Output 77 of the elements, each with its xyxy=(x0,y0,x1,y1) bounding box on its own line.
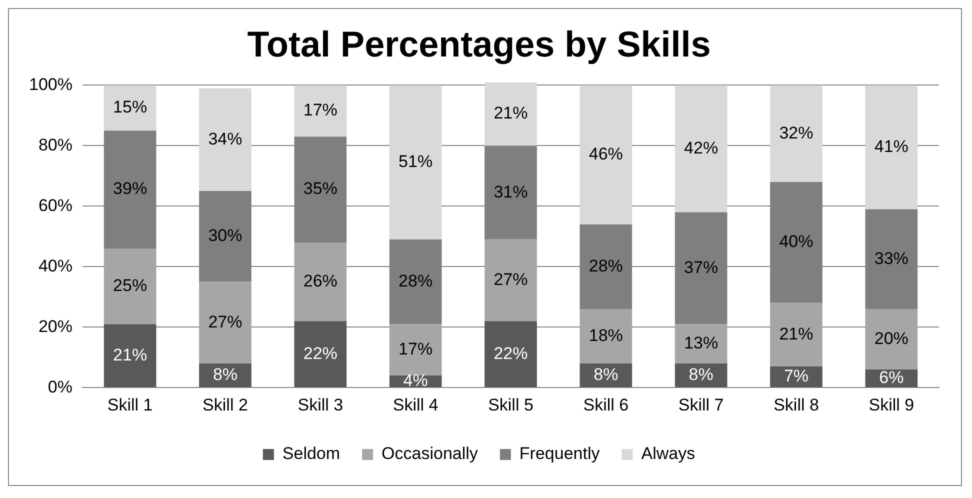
y-tick-label: 80% xyxy=(38,135,72,154)
data-label: 17% xyxy=(398,339,433,358)
bar xyxy=(770,302,822,366)
data-label: 25% xyxy=(113,276,148,295)
legend-label: Seldom xyxy=(282,444,340,464)
data-label: 15% xyxy=(113,98,148,117)
data-label: 26% xyxy=(303,271,338,290)
y-tick-label: 20% xyxy=(38,316,72,336)
x-tick-label: Skill 7 xyxy=(678,395,724,414)
data-label: 7% xyxy=(784,366,809,386)
data-label: 4% xyxy=(403,370,428,390)
bar xyxy=(104,85,156,131)
bar xyxy=(104,248,156,324)
data-label: 31% xyxy=(494,182,528,202)
legend-label: Frequently xyxy=(519,444,600,464)
x-tick-label: Skill 3 xyxy=(298,395,344,414)
data-label: 40% xyxy=(779,232,814,252)
data-label: 13% xyxy=(684,333,718,352)
y-tick-label: 100% xyxy=(28,74,72,94)
bar xyxy=(484,82,537,146)
bar xyxy=(199,282,252,364)
bar xyxy=(199,88,252,192)
data-label: 27% xyxy=(208,312,242,332)
data-label: 22% xyxy=(303,344,338,363)
chart-title: Total Percentages by Skills xyxy=(247,24,711,65)
x-tick-label: Skill 1 xyxy=(107,395,153,414)
data-label: 32% xyxy=(779,123,814,142)
data-label: 39% xyxy=(113,179,148,198)
legend-label: Always xyxy=(641,444,696,464)
data-label: 18% xyxy=(588,326,623,345)
data-label: 37% xyxy=(684,258,718,277)
x-tick-label: Skill 2 xyxy=(202,395,248,414)
bar xyxy=(674,85,728,212)
bar xyxy=(294,242,347,322)
data-label: 27% xyxy=(494,270,528,289)
data-label: 42% xyxy=(684,138,718,158)
x-tick-label: Skill 9 xyxy=(868,395,914,414)
y-tick-label: 40% xyxy=(38,256,72,276)
data-label: 8% xyxy=(688,364,714,384)
y-tick-label: 0% xyxy=(48,377,72,396)
data-label: 28% xyxy=(588,256,623,276)
legend-label: Occasionally xyxy=(382,444,478,464)
data-label: 35% xyxy=(303,179,338,198)
data-label: 41% xyxy=(874,136,908,156)
data-label: 21% xyxy=(779,324,814,344)
data-label: 28% xyxy=(398,271,433,290)
bar xyxy=(484,321,537,388)
data-label: 8% xyxy=(594,364,618,384)
data-label: 33% xyxy=(874,248,908,268)
data-label: 46% xyxy=(588,144,623,164)
data-label: 6% xyxy=(879,368,904,387)
data-label: 20% xyxy=(874,328,908,348)
x-tick-label: Skill 4 xyxy=(392,395,438,414)
bar xyxy=(294,85,347,137)
bar xyxy=(770,85,822,182)
x-tick-label: Skill 8 xyxy=(774,395,819,414)
x-tick-label: Skill 5 xyxy=(488,395,534,414)
bar xyxy=(389,85,442,240)
bar xyxy=(865,85,918,210)
y-tick-label: 60% xyxy=(38,196,72,215)
bar xyxy=(580,308,632,364)
data-label: 21% xyxy=(113,345,148,364)
bar xyxy=(389,324,442,376)
bar xyxy=(865,308,918,370)
data-label: 21% xyxy=(494,104,528,123)
data-label: 22% xyxy=(494,344,528,363)
data-label: 34% xyxy=(208,129,242,148)
bar xyxy=(484,239,537,322)
bar xyxy=(580,85,632,224)
data-label: 30% xyxy=(208,226,242,246)
data-label: 8% xyxy=(212,364,238,384)
bar xyxy=(294,321,347,388)
x-tick-label: Skill 6 xyxy=(583,395,629,414)
data-label: 17% xyxy=(303,100,338,120)
bar xyxy=(674,324,728,364)
data-label: 51% xyxy=(398,152,433,172)
bar xyxy=(104,324,156,388)
